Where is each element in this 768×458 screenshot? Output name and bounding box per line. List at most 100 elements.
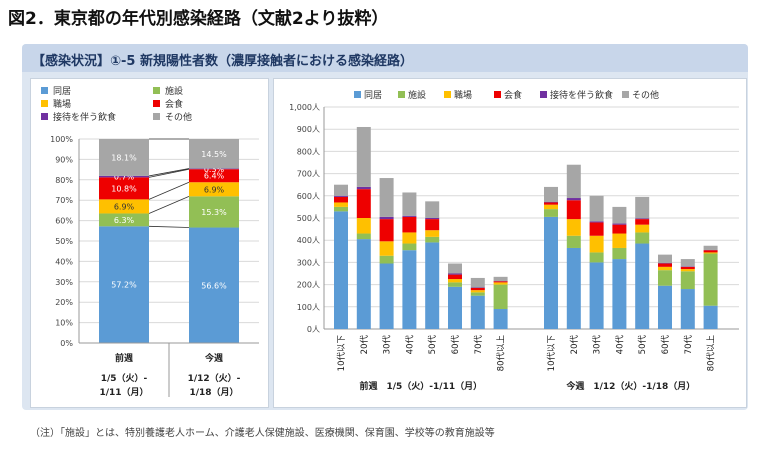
- data-label: 6.9%: [204, 185, 225, 194]
- bar-segment: [448, 263, 462, 274]
- bar-segment: [566, 219, 581, 236]
- footnote: （注）「施設」とは、特別養護老人ホーム、介護老人保健施設、医療機関、保育園、学校…: [30, 428, 495, 439]
- legend-label: その他: [165, 111, 192, 123]
- age-stacked-chart: 同居 施設 職場 会食 接待を伴う飲食 その他 0人 100人 200人 300人 400人 500人…: [289, 89, 739, 392]
- bar-segment: [589, 252, 604, 263]
- bar-segment: [680, 289, 695, 329]
- legend-swatch: [444, 91, 451, 98]
- bar-segment: [334, 195, 348, 197]
- bar-segment: [612, 206, 627, 224]
- panel-title: 【感染状況】①-5 新規陽性者数（濃厚接触者における感染経路）: [32, 54, 413, 69]
- y-tick-label: 10%: [55, 319, 73, 328]
- bar-segment: [402, 243, 417, 251]
- bar-segment: [635, 224, 650, 233]
- x-tick-label: 20代: [569, 335, 580, 355]
- legend-label: 接待を伴う飲食: [53, 111, 116, 123]
- bar-segment: [470, 295, 485, 329]
- bar-segment: [658, 266, 672, 271]
- bar-segment: [493, 309, 508, 329]
- x-tick-label: 80代以上: [496, 335, 507, 372]
- bar-segment: [589, 262, 604, 329]
- category-date-start: 1/12（火）-: [188, 373, 241, 384]
- legend-swatch: [41, 87, 48, 94]
- bar-segment: [658, 263, 672, 267]
- x-tick-label: 60代: [660, 335, 671, 355]
- bar-segment: [703, 305, 718, 329]
- bar-segment: [99, 175, 149, 178]
- bar-segment: [189, 168, 239, 170]
- bar-segment: [189, 227, 239, 343]
- legend-swatch: [494, 91, 501, 98]
- x-tick-label: 70代: [473, 335, 484, 355]
- category-label: 前週: [115, 352, 134, 364]
- bar-segment: [402, 215, 417, 217]
- bar-segment: [189, 139, 239, 169]
- legend-label: その他: [632, 89, 659, 101]
- bar-segment: [566, 164, 581, 199]
- legend-label: 施設: [165, 85, 183, 97]
- bar-segment: [680, 269, 695, 272]
- legend-swatch: [153, 87, 160, 94]
- panel-banner: 【感染状況】①-5 新規陽性者数（濃厚接触者における感染経路）: [22, 44, 748, 72]
- bar-segment: [356, 239, 371, 329]
- bar-segment: [379, 255, 394, 264]
- bar-segment: [402, 232, 417, 244]
- data-label: 57.2%: [111, 281, 137, 290]
- bar-segment: [493, 281, 508, 283]
- bar-segment: [356, 218, 371, 234]
- bar-segment: [189, 196, 239, 228]
- bar-segment: [566, 247, 581, 329]
- bar-segment: [635, 218, 650, 220]
- legend-label: 会食: [165, 98, 183, 110]
- connector-line: [148, 168, 190, 177]
- y-tick-label: 900人: [297, 125, 320, 134]
- bar-segment: [612, 259, 627, 329]
- data-label: 56.6%: [201, 281, 227, 290]
- y-tick-label: 100人: [297, 303, 320, 312]
- bar-segment: [612, 233, 627, 248]
- bar-segment: [402, 250, 417, 329]
- bar-segment: [356, 126, 371, 187]
- y-tick-label: 60%: [55, 217, 73, 226]
- y-tick-label: 800人: [297, 147, 320, 156]
- bar-segment: [99, 213, 149, 227]
- x-tick-label: 40代: [614, 335, 625, 355]
- bar-segment: [566, 235, 581, 248]
- x-tick-label: 50代: [637, 335, 648, 355]
- legend-swatch: [153, 113, 160, 120]
- bar-segment: [544, 186, 558, 203]
- bar-segment: [448, 273, 462, 275]
- legend-swatch: [153, 100, 160, 107]
- y-tick-label: 50%: [55, 237, 73, 246]
- bar-segment: [589, 221, 604, 223]
- bar-segment: [99, 199, 149, 214]
- x-tick-label: 10代以下: [336, 335, 347, 372]
- x-tick-label: 80代以上: [706, 335, 717, 372]
- connector-line: [148, 225, 190, 228]
- bar-segment: [703, 250, 718, 253]
- bar-segment: [402, 216, 417, 233]
- x-tick-label: 60代: [450, 335, 461, 355]
- connector-line: [148, 181, 190, 200]
- bar-segment: [356, 233, 371, 240]
- y-tick-label: 200人: [297, 281, 320, 290]
- bar-segment: [425, 242, 440, 329]
- bar-segment: [334, 202, 348, 207]
- bar-segment: [589, 235, 604, 253]
- bar-segment: [334, 196, 348, 203]
- bar-segment: [356, 189, 371, 218]
- legend-swatch: [41, 113, 48, 120]
- legend-swatch: [41, 100, 48, 107]
- data-label: 6.4%: [204, 172, 225, 181]
- bar-segment: [658, 285, 672, 329]
- y-tick-label: 100%: [50, 135, 73, 144]
- bar-segment: [680, 259, 695, 267]
- x-tick-label: 10代以下: [546, 335, 557, 372]
- bar-segment: [566, 200, 581, 220]
- bar-segment: [493, 276, 508, 282]
- bar-segment: [470, 277, 485, 288]
- legend-label: 接待を伴う飲食: [550, 89, 613, 101]
- bar-segment: [680, 271, 695, 290]
- bar-segment: [379, 219, 394, 242]
